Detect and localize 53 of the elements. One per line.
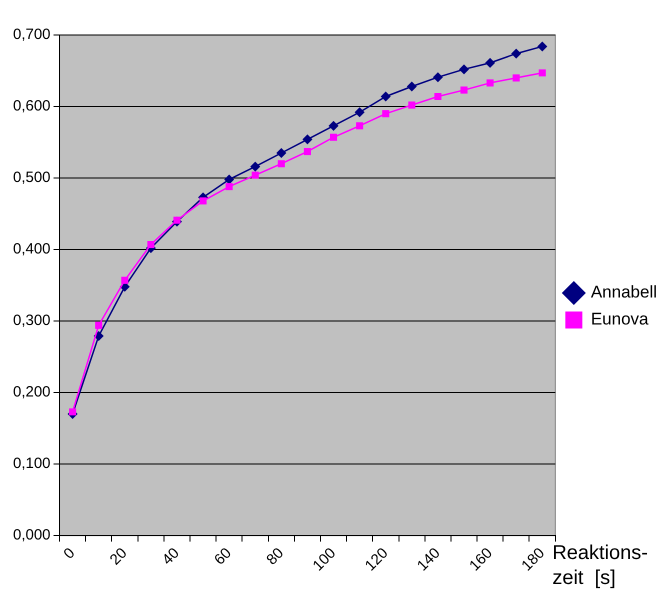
point: [330, 134, 338, 141]
x-tick-label: 120: [362, 544, 392, 574]
point: [226, 183, 233, 190]
y-tick-label: 0,700: [12, 26, 51, 44]
y-tick-label: 0,300: [12, 312, 51, 330]
x-axis-title: Reaktions- zeit [s]: [552, 542, 648, 590]
point: [485, 58, 496, 68]
x-tick-label: 180: [518, 544, 548, 574]
point: [224, 174, 234, 184]
point: [252, 172, 259, 179]
x-tick-label: 140: [414, 544, 444, 574]
point: [304, 148, 311, 156]
point: [328, 120, 339, 131]
y-tick-label: 0,600: [12, 98, 51, 115]
point: [147, 240, 154, 248]
point: [512, 74, 520, 82]
point: [382, 110, 390, 118]
point: [302, 134, 312, 144]
y-tick-label: 0,100: [12, 455, 51, 472]
point: [200, 197, 207, 204]
point: [537, 41, 548, 52]
x-tick-label: 60: [211, 544, 235, 568]
point: [538, 69, 546, 76]
point: [121, 276, 128, 284]
point: [432, 72, 443, 82]
point: [511, 48, 522, 59]
point: [354, 107, 365, 118]
point: [276, 148, 286, 158]
y-tick-label: 0,000: [12, 526, 51, 544]
point: [406, 81, 417, 92]
point: [486, 79, 494, 86]
point: [95, 322, 102, 329]
y-tick-label: 0,400: [12, 240, 51, 258]
x-tick-label: 0: [60, 544, 78, 563]
x-tick-label: 20: [106, 544, 131, 568]
point: [459, 64, 470, 74]
point: [434, 92, 442, 100]
legend-label: Eunova: [590, 310, 650, 329]
y-tick-label: 0,500: [12, 169, 51, 186]
point: [69, 408, 76, 416]
point: [250, 162, 260, 172]
point: [173, 216, 180, 224]
x-tick-label: 80: [263, 544, 288, 568]
x-tick-label: 100: [310, 544, 340, 574]
point: [380, 92, 391, 102]
legend-label: Annabell: [590, 282, 658, 302]
x-tick-label: 160: [466, 544, 496, 574]
point: [408, 102, 416, 109]
point: [356, 122, 364, 130]
point: [460, 86, 468, 94]
x-tick-label: 40: [158, 544, 183, 568]
point: [278, 160, 285, 168]
y-tick-label: 0,200: [12, 384, 51, 401]
